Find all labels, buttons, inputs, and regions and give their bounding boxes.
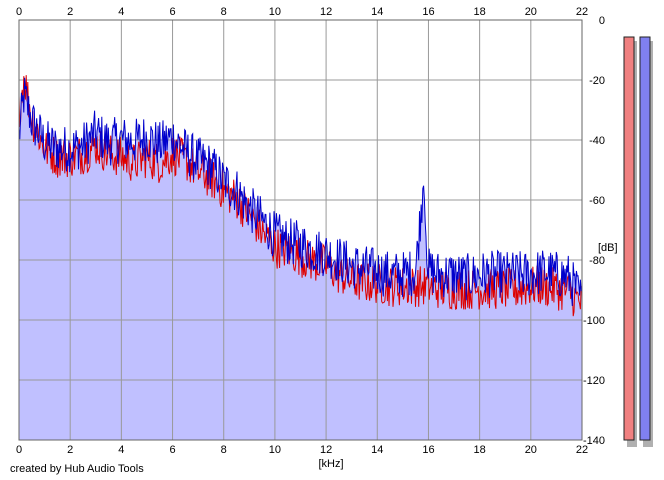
y-tick-label: -60	[589, 195, 605, 207]
x-axis-unit-label: [kHz]	[318, 458, 343, 470]
x-tick-label-bottom: 16	[422, 444, 434, 456]
y-axis-unit-label: [dB]	[598, 242, 618, 254]
x-tick-label-bottom: 4	[118, 444, 124, 456]
x-tick-label-bottom: 22	[576, 444, 588, 456]
plot-frame	[18, 19, 583, 441]
x-tick-label-top: 14	[371, 6, 383, 18]
x-tick-label-bottom: 12	[320, 444, 332, 456]
x-tick-label-bottom: 10	[269, 444, 281, 456]
y-tick-label: -120	[583, 375, 605, 387]
y-tick-label: 0	[599, 15, 605, 27]
level-meter-right	[639, 36, 651, 441]
credit-text: created by Hub Audio Tools	[10, 463, 144, 475]
tick-label-layer: 002244668810101212141416161818202022220-…	[16, 6, 605, 456]
y-tick-label: -100	[583, 315, 605, 327]
level-meter-left	[623, 36, 635, 441]
x-tick-label-top: 12	[320, 6, 332, 18]
x-tick-label-top: 18	[474, 6, 486, 18]
series-line-blue	[18, 77, 583, 307]
y-tick-label: -140	[583, 435, 605, 447]
x-tick-label-bottom: 20	[525, 444, 537, 456]
x-tick-label-top: 22	[576, 6, 588, 18]
series-layer	[18, 75, 583, 317]
x-tick-label-bottom: 2	[67, 444, 73, 456]
x-tick-label-top: 0	[16, 6, 22, 18]
x-tick-label-top: 8	[221, 6, 227, 18]
series-line-red	[18, 75, 583, 317]
x-tick-label-bottom: 8	[221, 444, 227, 456]
x-tick-label-top: 6	[169, 6, 175, 18]
x-tick-label-bottom: 14	[371, 444, 383, 456]
y-tick-label: -40	[589, 135, 605, 147]
y-tick-label: -80	[589, 255, 605, 267]
x-tick-label-top: 4	[118, 6, 124, 18]
x-tick-label-top: 20	[525, 6, 537, 18]
x-tick-label-top: 2	[67, 6, 73, 18]
x-tick-label-bottom: 18	[474, 444, 486, 456]
y-tick-label: -20	[589, 75, 605, 87]
x-tick-label-bottom: 0	[16, 444, 22, 456]
x-tick-label-top: 16	[422, 6, 434, 18]
x-tick-label-top: 10	[269, 6, 281, 18]
x-tick-label-bottom: 6	[169, 444, 175, 456]
level-meter-layer	[623, 36, 653, 447]
